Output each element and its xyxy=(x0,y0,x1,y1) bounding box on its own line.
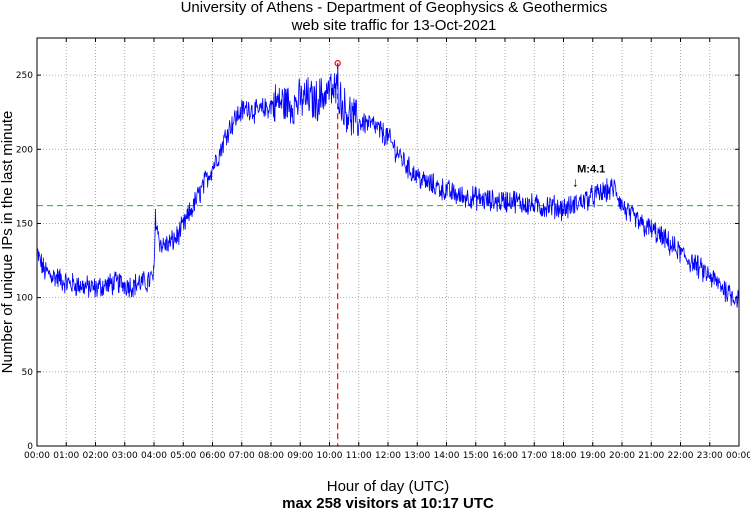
y-tick-label: 50 xyxy=(22,368,34,378)
grid-lines xyxy=(37,38,739,446)
x-tick-label: 01:00 xyxy=(53,451,79,461)
x-tick-label: 14:00 xyxy=(434,451,460,461)
annotations: M:4.1↓ xyxy=(572,163,605,189)
x-tick-label: 18:00 xyxy=(551,451,577,461)
earthquake-annotation: M:4.1 xyxy=(577,163,605,175)
chart-title: University of Athens - Department of Geo… xyxy=(181,0,608,16)
x-tick-label: 23:00 xyxy=(697,451,723,461)
y-tick-label: 150 xyxy=(16,219,33,229)
x-tick-label: 04:00 xyxy=(141,451,167,461)
x-tick-label: 06:00 xyxy=(200,451,226,461)
x-tick-label: 19:00 xyxy=(580,451,606,461)
y-tick-label: 250 xyxy=(16,71,33,81)
x-tick-label: 05:00 xyxy=(170,451,196,461)
chart-subtitle: web site traffic for 13-Oct-2021 xyxy=(291,17,497,34)
down-arrow-icon: ↓ xyxy=(572,174,579,189)
x-tick-label: 13:00 xyxy=(404,451,430,461)
y-tick-label: 0 xyxy=(27,442,33,452)
x-tick-label: 00:00 xyxy=(24,451,50,461)
series-line-visitors xyxy=(36,63,740,308)
x-tick-label: 20:00 xyxy=(609,451,635,461)
x-tick-label: 08:00 xyxy=(258,451,284,461)
x-tick-label: 02:00 xyxy=(83,451,109,461)
x-tick-label: 00:00 xyxy=(726,451,750,461)
x-tick-label: 15:00 xyxy=(463,451,489,461)
y-axis-label: Number of unique IPs in the last minute xyxy=(0,111,16,374)
x-tick-label: 03:00 xyxy=(112,451,138,461)
max-marker xyxy=(334,60,341,67)
x-tick-label: 21:00 xyxy=(638,451,664,461)
x-tick-label: 22:00 xyxy=(668,451,694,461)
x-tick-label: 16:00 xyxy=(492,451,518,461)
y-tick-label: 200 xyxy=(16,145,33,155)
max-point-marker xyxy=(334,60,341,67)
x-tick-label: 11:00 xyxy=(346,451,372,461)
x-tick-label: 10:00 xyxy=(317,451,343,461)
y-tick-label: 100 xyxy=(16,294,33,304)
x-tick-label: 09:00 xyxy=(287,451,313,461)
x-tick-label: 17:00 xyxy=(521,451,547,461)
x-axis-label: Hour of day (UTC) xyxy=(327,478,450,495)
x-tick-label: 12:00 xyxy=(375,451,401,461)
x-tick-label: 07:00 xyxy=(229,451,255,461)
max-visitors-footer: max 258 visitors at 10:17 UTC xyxy=(282,495,494,511)
